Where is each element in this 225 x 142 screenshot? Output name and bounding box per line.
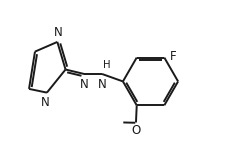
Text: N: N (41, 96, 50, 109)
Text: N: N (98, 78, 106, 91)
Text: O: O (131, 124, 141, 137)
Text: N: N (80, 78, 89, 91)
Text: H: H (103, 59, 110, 70)
Text: N: N (54, 26, 63, 39)
Text: F: F (170, 50, 177, 63)
